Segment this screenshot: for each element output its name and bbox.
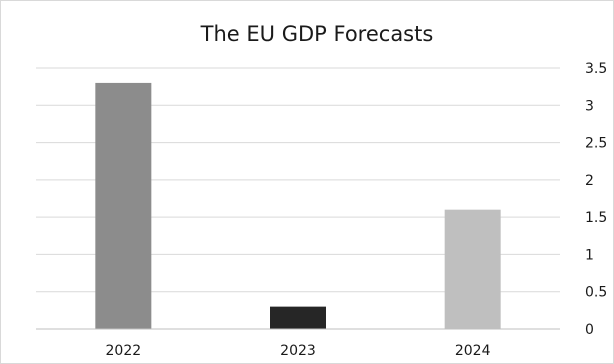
y-tick-label: 1 — [585, 247, 594, 263]
x-axis-labels: 2022 2023 2024 — [106, 343, 491, 359]
bar-2024 — [444, 209, 501, 329]
y-tick-label: 1.5 — [585, 210, 607, 226]
y-tick-label: 2.5 — [585, 136, 607, 152]
x-tick-label: 2022 — [106, 343, 142, 359]
bar-2023 — [270, 306, 326, 329]
x-tick-label: 2024 — [455, 343, 491, 359]
bar-2022 — [95, 82, 152, 330]
x-tick-label: 2023 — [280, 343, 316, 359]
y-tick-label: 3 — [585, 98, 594, 114]
y-axis-labels: 0 0.5 1 1.5 2 2.5 3 3.5 — [585, 61, 607, 338]
chart-title: The EU GDP Forecasts — [200, 22, 434, 46]
y-tick-label: 0 — [585, 322, 594, 338]
y-tick-label: 2 — [585, 173, 594, 189]
y-tick-label: 3.5 — [585, 61, 607, 77]
y-tick-label: 0.5 — [585, 285, 607, 301]
bars — [95, 82, 501, 330]
